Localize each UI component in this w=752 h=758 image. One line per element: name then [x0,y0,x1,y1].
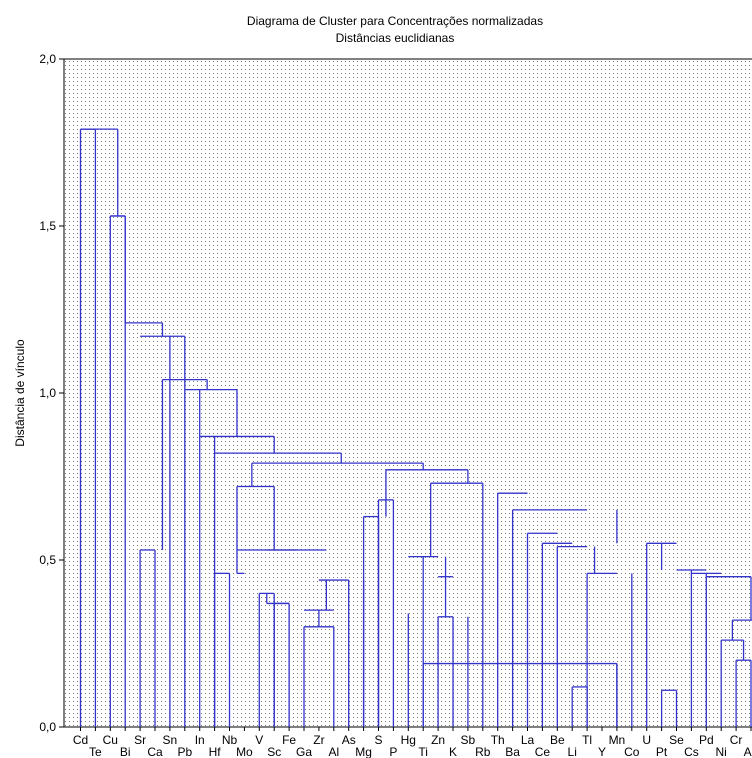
y-ticks: 0,0 0,5 1,0 1,5 2,0 [39,52,64,734]
leaf-label-li: Li [568,745,577,758]
leaf-label-s: S [374,733,382,747]
leaf-label-bi: Bi [120,745,131,758]
leaf-label-mn: Mn [609,733,626,747]
leaf-label-mo: Mo [236,745,253,758]
leaf-label-ca: Ca [147,745,163,758]
y-tick-label: 2,0 [39,52,56,66]
leaf-label-k: K [449,745,457,758]
leaf-label-ga: Ga [296,745,312,758]
leaf-label-cu: Cu [103,733,118,747]
leaf-label-la: La [521,733,535,747]
y-tick-label: 1,0 [39,386,56,400]
leaf-label-y: Y [598,745,606,758]
leaf-labels: CdTeCuBiSrCaSnPbInHfNbMoVScFeGaZrAlAsMgS… [73,727,752,758]
leaf-label-pt: Pt [656,745,668,758]
leaf-label-te: Te [89,745,102,758]
leaf-label-cs: Cs [684,745,699,758]
chart-subtitle: Distâncias euclidianas [335,31,455,45]
leaf-label-ni: Ni [716,745,727,758]
leaf-label-as: As [342,733,356,747]
leaf-label-th: Th [491,733,505,747]
leaf-label-cr: Cr [730,733,743,747]
leaf-label-pb: Pb [177,745,192,758]
y-tick-label: 0,5 [39,553,56,567]
y-tick-label: 0,0 [39,720,56,734]
dendrogram-links [79,128,752,727]
leaf-label-sn: Sn [163,733,178,747]
leaf-label-sb: Sb [461,733,476,747]
leaf-label-ce: Ce [535,745,551,758]
leaf-label-v: V [255,733,263,747]
leaf-label-tl: Tl [582,733,592,747]
leaf-label-ti: Ti [418,745,428,758]
leaf-label-pd: Pd [699,733,714,747]
leaf-label-in: In [195,733,205,747]
leaf-label-p: P [389,745,397,758]
y-tick-label: 1,5 [39,219,56,233]
leaf-label-rb: Rb [475,745,491,758]
leaf-label-sr: Sr [134,733,146,747]
leaf-label-sc: Sc [267,745,281,758]
leaf-label-zn: Zn [431,733,445,747]
leaf-label-au: Au [744,745,752,758]
leaf-label-al: Al [328,745,339,758]
leaf-label-hf: Hf [209,745,222,758]
leaf-label-hg: Hg [401,733,416,747]
leaf-label-mg: Mg [355,745,372,758]
leaf-label-zr: Zr [313,733,324,747]
chart-title: Diagrama de Cluster para Concentrações n… [246,14,544,28]
leaf-label-se: Se [669,733,684,747]
leaf-label-fe: Fe [282,733,296,747]
leaf-label-nb: Nb [222,733,238,747]
leaf-label-co: Co [624,745,640,758]
leaf-label-ba: Ba [505,745,520,758]
leaf-label-be: Be [550,733,565,747]
leaf-label-u: U [642,733,651,747]
leaf-label-cd: Cd [73,733,88,747]
